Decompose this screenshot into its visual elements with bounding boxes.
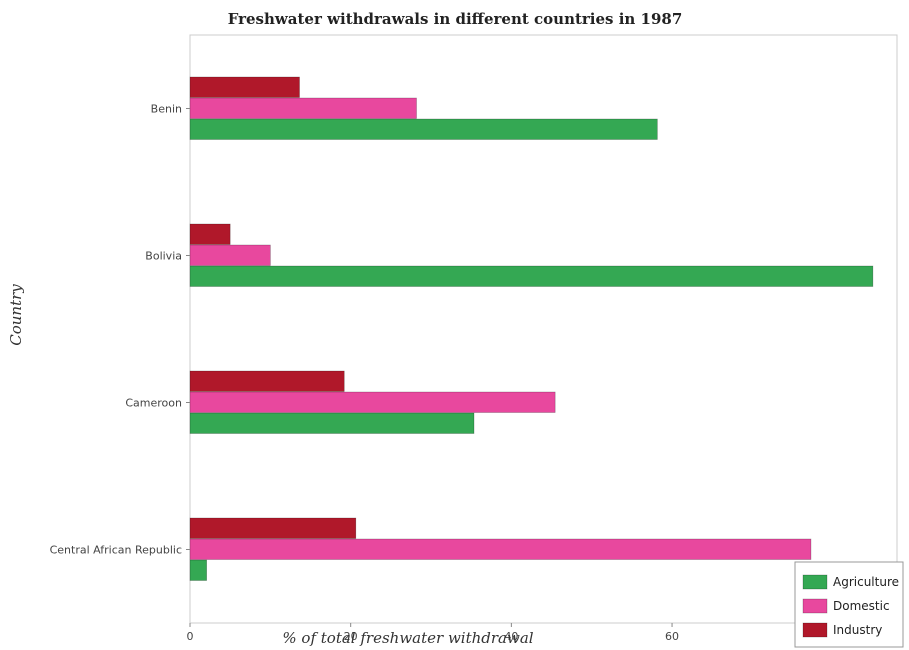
bar-domestic-cameroon	[189, 391, 556, 413]
y-axis: Benin Bolivia Cameroon Central African Repu…	[50, 103, 190, 557]
y-axis-label: Country	[7, 284, 25, 346]
bars-layer	[189, 76, 874, 581]
legend-label-domestic: Domestic	[833, 599, 890, 613]
plot-area	[189, 34, 898, 624]
x-tick-label: 40	[504, 630, 518, 643]
y-tick-label: Central African Republic	[50, 544, 182, 557]
bar-agriculture-benin	[189, 118, 658, 140]
bar-domestic-bolivia	[189, 244, 271, 266]
legend-label-agriculture: Agriculture	[833, 575, 899, 589]
bar-agriculture-bolivia	[189, 265, 874, 287]
x-tick-label: 0	[187, 630, 194, 643]
legend-label-industry: Industry	[833, 623, 882, 637]
x-tick-label: 20	[344, 630, 358, 643]
bar-industry-central-african-republic	[189, 517, 357, 539]
legend-swatch-domestic	[802, 598, 828, 614]
bar-agriculture-cameroon	[189, 412, 475, 434]
chart-title: Freshwater withdrawals in different coun…	[228, 10, 683, 28]
bar-industry-benin	[189, 76, 300, 98]
x-tick-label: 60	[665, 630, 679, 643]
bar-domestic-benin	[189, 97, 417, 119]
bar-industry-bolivia	[189, 223, 231, 245]
legend-swatch-agriculture	[802, 574, 828, 590]
x-axis-label: % of total freshwater withdrawal	[282, 629, 533, 647]
y-tick-label: Benin	[151, 103, 182, 116]
y-tick-label: Bolivia	[145, 250, 182, 263]
bar-domestic-central-african-republic	[189, 538, 812, 560]
y-tick-label: Cameroon	[125, 397, 182, 410]
legend: Agriculture Domestic Industry	[794, 561, 904, 648]
bar-industry-cameroon	[189, 370, 345, 392]
legend-swatch-industry	[802, 622, 828, 638]
bar-agriculture-central-african-republic	[189, 559, 207, 581]
